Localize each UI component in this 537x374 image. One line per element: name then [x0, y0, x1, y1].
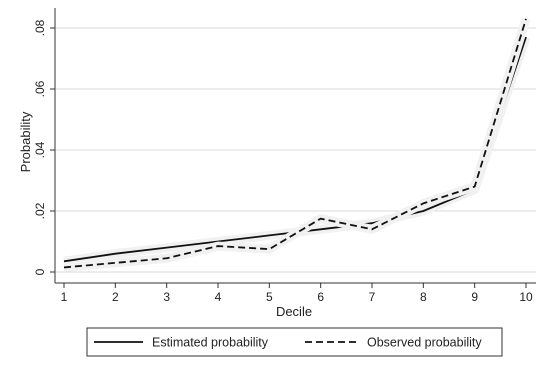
x-axis-ticks: 1 2 3 4 5 6 7 8 9 10 [61, 283, 533, 304]
x-axis-title: Decile [276, 304, 312, 319]
y-tick-label: .02 [33, 202, 47, 219]
y-tick-label: .06 [33, 80, 47, 97]
x-tick-label: 2 [112, 290, 119, 304]
y-axis-ticks: 0 .02 .04 .06 .08 [33, 19, 55, 275]
legend-label-estimated: Estimated probability [152, 336, 269, 350]
x-tick-label: 9 [471, 290, 478, 304]
y-tick-label: .04 [33, 141, 47, 158]
legend: Estimated probability Observed probabili… [86, 327, 503, 357]
y-tick-label: 0 [33, 268, 47, 275]
x-tick-label: 1 [61, 290, 68, 304]
x-tick-label: 3 [163, 290, 170, 304]
y-axis-title: Probability [18, 111, 33, 172]
series-line-observed [63, 18, 527, 269]
plot-background [55, 8, 536, 283]
x-tick-label: 6 [317, 290, 324, 304]
y-tick-label: .08 [33, 19, 47, 36]
x-tick-label: 7 [369, 290, 376, 304]
legend-box [86, 327, 503, 357]
x-tick-label: 4 [215, 290, 222, 304]
x-tick-label: 10 [519, 290, 533, 304]
x-tick-label: 5 [266, 290, 273, 304]
grid-lines [56, 27, 536, 273]
series-layer [63, 17, 531, 272]
x-tick-label: 8 [420, 290, 427, 304]
legend-label-observed: Observed probability [367, 336, 482, 350]
